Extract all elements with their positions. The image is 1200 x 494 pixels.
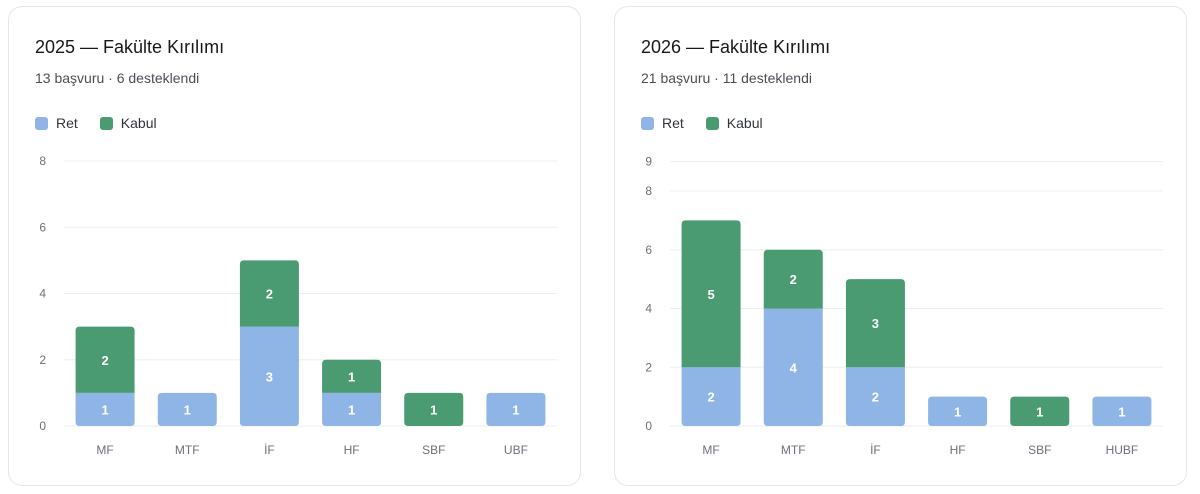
bar-value-label: 2 [872,390,879,405]
bar-value-label: 2 [707,390,714,405]
legend-item-kabul[interactable]: Kabul [705,115,763,131]
legend-label-ret: Ret [662,115,684,131]
bar-segment-kabul [404,392,464,426]
legend-swatch-kabul [99,116,113,130]
x-category-label: SBF [422,443,445,457]
chart-card-2026: 2026 — Fakülte Kırılımı 21 başvuru · 11 … [614,6,1187,486]
bar-value-label: 1 [954,404,961,419]
bar-value-label: 1 [1036,404,1043,419]
x-category-label: HF [344,443,360,457]
x-category-label: MF [702,443,719,457]
bar-value-label: 1 [348,402,355,417]
bar-segment-ret [75,392,135,426]
bar-segment-ret [1092,396,1152,426]
x-category-label: İF [264,443,275,457]
bar-segment-ret [157,392,217,426]
bar-segment-ret [845,367,905,426]
bar-segment-ret [486,392,546,426]
x-category-label: UBF [504,443,528,457]
bar-segment-kabul [1010,396,1070,426]
bar-chart-2026: 0 2 4 6 8 9 2 5 MF 4 2 MTF 2 3 İF 1 HF 1 SBF 1 HUBF [645,155,1163,457]
bar-segment-ret [322,392,382,426]
legend-swatch-ret [35,116,48,130]
chart-title: 2025 — Fakülte Kırılımı [35,37,225,57]
bar-value-label: 3 [266,369,273,384]
bar-value-label: 1 [512,402,519,417]
bar-segment-ret [239,326,299,426]
bar-segment-kabul [322,359,382,393]
chart-legend: Ret Kabul [641,115,785,131]
y-tick-label: 2 [39,353,46,367]
legend-label-ret: Ret [56,115,78,131]
bar-segment-ret [763,308,823,426]
legend-item-ret[interactable]: Ret [641,115,684,131]
y-tick-label: 8 [645,184,652,198]
bar-value-label: 1 [348,369,355,384]
y-tick-label: 0 [39,419,46,433]
legend-item-ret[interactable]: Ret [35,115,78,131]
bar-chart-2025: 0 2 4 6 8 1 2 MF 1 MTF 3 2 İF 1 1 HF 1 SBF 1 UBF [39,154,557,457]
x-category-label: HUBF [1106,443,1139,457]
y-tick-label: 4 [39,287,46,301]
bar-value-label: 2 [101,353,108,368]
chart-card-2025: 2025 — Fakülte Kırılımı 13 başvuru · 6 d… [8,6,581,486]
y-tick-label: 6 [645,243,652,257]
y-tick-label: 2 [645,360,652,374]
bar-value-label: 3 [872,316,879,331]
bar-value-label: 1 [184,402,191,417]
bar-segment-kabul [845,279,905,368]
x-category-label: HF [950,443,966,457]
bar-value-label: 1 [430,402,437,417]
chart-subtitle: 13 başvuru · 6 desteklendi [35,70,200,86]
bar-value-label: 5 [707,287,714,302]
chart-legend: Ret Kabul [35,115,179,131]
x-category-label: İF [870,443,881,457]
bar-segment-ret [928,396,988,426]
x-category-label: MTF [175,443,200,457]
legend-item-kabul[interactable]: Kabul [99,115,157,131]
x-category-label: MTF [781,443,806,457]
y-tick-label: 6 [39,220,46,234]
bar-value-label: 4 [790,360,798,375]
x-category-label: MF [96,443,113,457]
bar-value-label: 2 [790,272,797,287]
bar-value-label: 1 [101,402,108,417]
y-tick-label: 9 [645,155,652,169]
bar-segment-kabul [681,220,741,368]
y-tick-label: 4 [645,302,652,316]
chart-title: 2026 — Fakülte Kırılımı [641,37,831,57]
legend-swatch-ret [641,116,654,130]
bar-value-label: 2 [266,287,273,302]
legend-label-kabul: Kabul [726,115,763,131]
y-tick-label: 0 [645,419,652,433]
bar-segment-kabul [75,326,135,393]
chart-subtitle: 21 başvuru · 11 desteklendi [641,70,812,86]
bar-segment-kabul [239,260,299,327]
x-category-label: SBF [1028,443,1051,457]
bar-segment-kabul [763,249,823,309]
legend-label-kabul: Kabul [120,115,157,131]
y-tick-label: 8 [39,154,46,168]
bar-value-label: 1 [1118,404,1125,419]
bar-segment-ret [681,367,741,426]
legend-swatch-kabul [705,116,719,130]
